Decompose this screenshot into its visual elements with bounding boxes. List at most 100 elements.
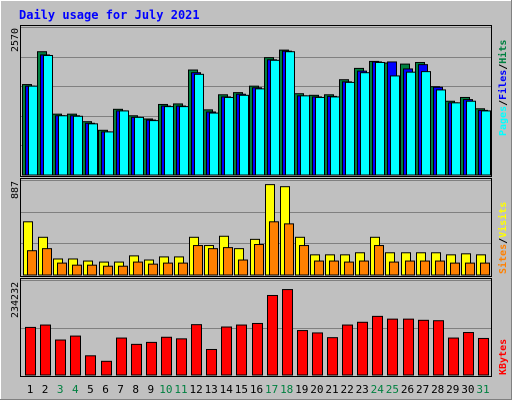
kbytes-bar-day-10	[161, 336, 172, 376]
sites-bar-day-13	[208, 248, 218, 276]
pages-bar-day-4	[73, 115, 83, 176]
sites-bar-day-19	[299, 245, 309, 276]
sites-bar-day-7	[118, 265, 128, 276]
kbytes-bar-day-25	[387, 318, 398, 376]
pages-bar-day-20	[315, 96, 325, 176]
x-tick-label-day-31: 31	[476, 383, 489, 396]
sites-bar-day-15	[238, 259, 248, 276]
hits-y-max-label: 2570	[10, 28, 21, 52]
sites-bar-day-9	[148, 263, 158, 276]
pages-bar-day-25	[390, 75, 400, 176]
legend-sep-1: /	[498, 100, 509, 106]
pages-bar-day-16	[255, 88, 265, 176]
kbytes-bar-day-8	[131, 343, 142, 376]
pages-bar-day-28	[436, 89, 446, 176]
kbytes-bar-day-21	[327, 337, 338, 376]
kbytes-bar-day-15	[236, 324, 247, 376]
sites-bar-day-24	[374, 245, 384, 276]
pages-bar-day-5	[88, 123, 98, 176]
legend-top: Pages/Files/Hits	[497, 40, 509, 136]
x-tick-label-day-14: 14	[220, 383, 234, 396]
sites-bar-day-5	[87, 264, 97, 276]
sites-bar-day-29	[450, 262, 460, 276]
sites-bar-day-14	[223, 247, 233, 276]
pages-bar-day-1	[28, 85, 38, 176]
pages-bar-day-13	[209, 112, 219, 176]
kbytes-bar-day-22	[342, 324, 353, 376]
x-tick-label-day-27: 27	[416, 383, 429, 396]
sites-bar-day-22	[344, 261, 354, 276]
kbytes-bar-day-19	[297, 330, 308, 376]
kbytes-bar-day-1	[25, 326, 36, 376]
kbytes-bar-day-18	[282, 289, 293, 376]
kbytes-bar-day-27	[418, 319, 429, 376]
sites-bar-day-26	[405, 260, 415, 276]
kbytes-bar-day-26	[403, 318, 414, 376]
x-tick-label-day-17: 17	[265, 383, 278, 396]
sites-bar-day-28	[435, 260, 445, 276]
pages-bar-day-26	[406, 71, 416, 176]
sites-bar-day-23	[359, 260, 369, 276]
x-tick-label-day-3: 3	[57, 383, 64, 396]
kbytes-bar-day-16	[252, 322, 263, 376]
sites-bar-day-17	[269, 221, 279, 276]
pages-bar-day-18	[285, 51, 295, 176]
kbytes-y-max-label: 234232	[10, 282, 21, 318]
legend-pages: Pages	[498, 106, 509, 136]
pages-bar-day-11	[179, 106, 189, 176]
legend-files: Files	[497, 70, 509, 100]
kbytes-bar-day-2	[40, 324, 51, 376]
kbytes-bar-day-12	[191, 324, 202, 376]
sites-bar-day-18	[284, 223, 294, 276]
kbytes-bar-day-17	[267, 294, 278, 376]
x-tick-label-day-19: 19	[295, 383, 308, 396]
sites-bar-day-11	[178, 262, 188, 276]
x-tick-label-day-16: 16	[250, 383, 263, 396]
x-tick-label-day-26: 26	[401, 383, 414, 396]
x-tick-label-day-5: 5	[87, 383, 94, 396]
pages-bar-day-8	[134, 116, 144, 176]
x-tick-label-day-4: 4	[72, 383, 79, 396]
sites-bar-day-10	[163, 262, 173, 276]
x-tick-label-day-23: 23	[356, 383, 369, 396]
sites-bar-day-21	[329, 260, 339, 276]
sites-bar-day-25	[389, 261, 399, 276]
pages-bar-day-15	[239, 94, 249, 176]
pages-bar-day-17	[270, 59, 280, 176]
sites-bar-day-16	[254, 244, 264, 276]
pages-bar-day-14	[224, 96, 234, 176]
kbytes-bar-day-11	[176, 338, 187, 376]
pages-bar-day-9	[149, 120, 159, 176]
pages-bar-day-22	[345, 81, 355, 176]
chart-title: Daily usage for July 2021	[19, 8, 200, 22]
sites-bar-day-31	[480, 262, 490, 276]
pages-bar-day-12	[194, 73, 204, 176]
pages-bar-day-27	[421, 71, 431, 176]
pages-bar-day-21	[330, 96, 340, 176]
legend-hits: Hits	[497, 40, 509, 64]
legend-sep-3: /	[498, 238, 509, 244]
legend-kbytes: KBytes	[498, 339, 509, 375]
kbytes-bar-day-29	[448, 337, 459, 376]
kbytes-bar-day-7	[116, 337, 127, 376]
x-tick-label-day-7: 7	[117, 383, 124, 396]
kbytes-bar-day-23	[357, 321, 368, 376]
sites-bar-day-1	[27, 250, 37, 276]
x-tick-label-day-22: 22	[340, 383, 353, 396]
pages-bar-day-2	[43, 54, 53, 176]
x-tick-label-day-8: 8	[132, 383, 139, 396]
pages-bar-day-23	[360, 72, 370, 176]
kbytes-bar-day-6	[101, 360, 112, 376]
x-tick-label-day-20: 20	[310, 383, 323, 396]
x-tick-label-day-29: 29	[446, 383, 459, 396]
pages-bar-day-31	[481, 110, 491, 176]
legend-mid: Sites/Visits	[497, 202, 509, 274]
visits-y-max-label: 887	[10, 181, 21, 199]
kbytes-bar-day-31	[478, 337, 489, 376]
x-tick-label-day-15: 15	[235, 383, 248, 396]
x-tick-label-day-25: 25	[386, 383, 399, 396]
sites-bar-day-12	[193, 245, 203, 276]
sites-bar-day-27	[420, 260, 430, 276]
x-tick-label-day-10: 10	[159, 383, 172, 396]
x-tick-label-day-12: 12	[189, 383, 202, 396]
